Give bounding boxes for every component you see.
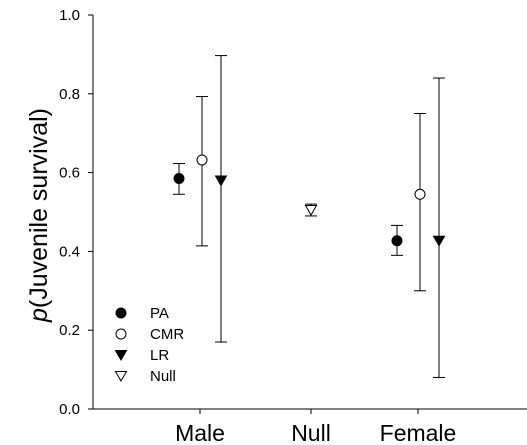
legend-marker-pa	[115, 307, 127, 319]
point-pa-male-marker	[173, 173, 185, 185]
point-pa-female-marker	[391, 235, 403, 247]
y-tick-label: 1.0	[59, 7, 80, 24]
legend-label-cmr: CMR	[150, 326, 184, 343]
x-tick-label: Null	[291, 420, 331, 445]
x-tick-label: Male	[175, 420, 225, 445]
y-axis-label-text: (Juvenile survival)	[25, 108, 53, 308]
y-axis-label-italic: p	[25, 308, 53, 323]
y-tick-label: 0.8	[59, 86, 80, 103]
point-lr-male-marker	[214, 175, 228, 187]
legend-label-pa: PA	[150, 305, 169, 322]
axes	[92, 15, 527, 410]
point-lr-female-marker	[432, 235, 446, 247]
y-tick-label: 0.0	[59, 401, 80, 418]
legend-label-lr: LR	[150, 347, 169, 364]
x-tick-label: Female	[380, 420, 457, 445]
legend-marker-lr	[114, 350, 128, 361]
y-tick-label: 0.4	[59, 243, 80, 260]
category-labels: Male Null Female	[175, 409, 456, 445]
y-tick-label: 0.6	[59, 165, 80, 182]
legend-marker-null	[114, 371, 128, 382]
point-cmr-male-marker	[196, 154, 208, 166]
data-marks	[173, 55, 446, 378]
legend-label-null: Null	[150, 368, 176, 385]
y-ticks: 0.0 0.2 0.4 0.6 0.8 1.0	[59, 7, 93, 418]
legend: PA CMR LR Null	[114, 305, 184, 385]
y-axis-label: p(Juvenile survival)	[25, 108, 53, 323]
point-cmr-female-marker	[414, 188, 426, 200]
point-null-null-marker	[304, 205, 318, 217]
y-tick-label: 0.2	[59, 322, 80, 339]
legend-marker-cmr	[115, 328, 127, 340]
